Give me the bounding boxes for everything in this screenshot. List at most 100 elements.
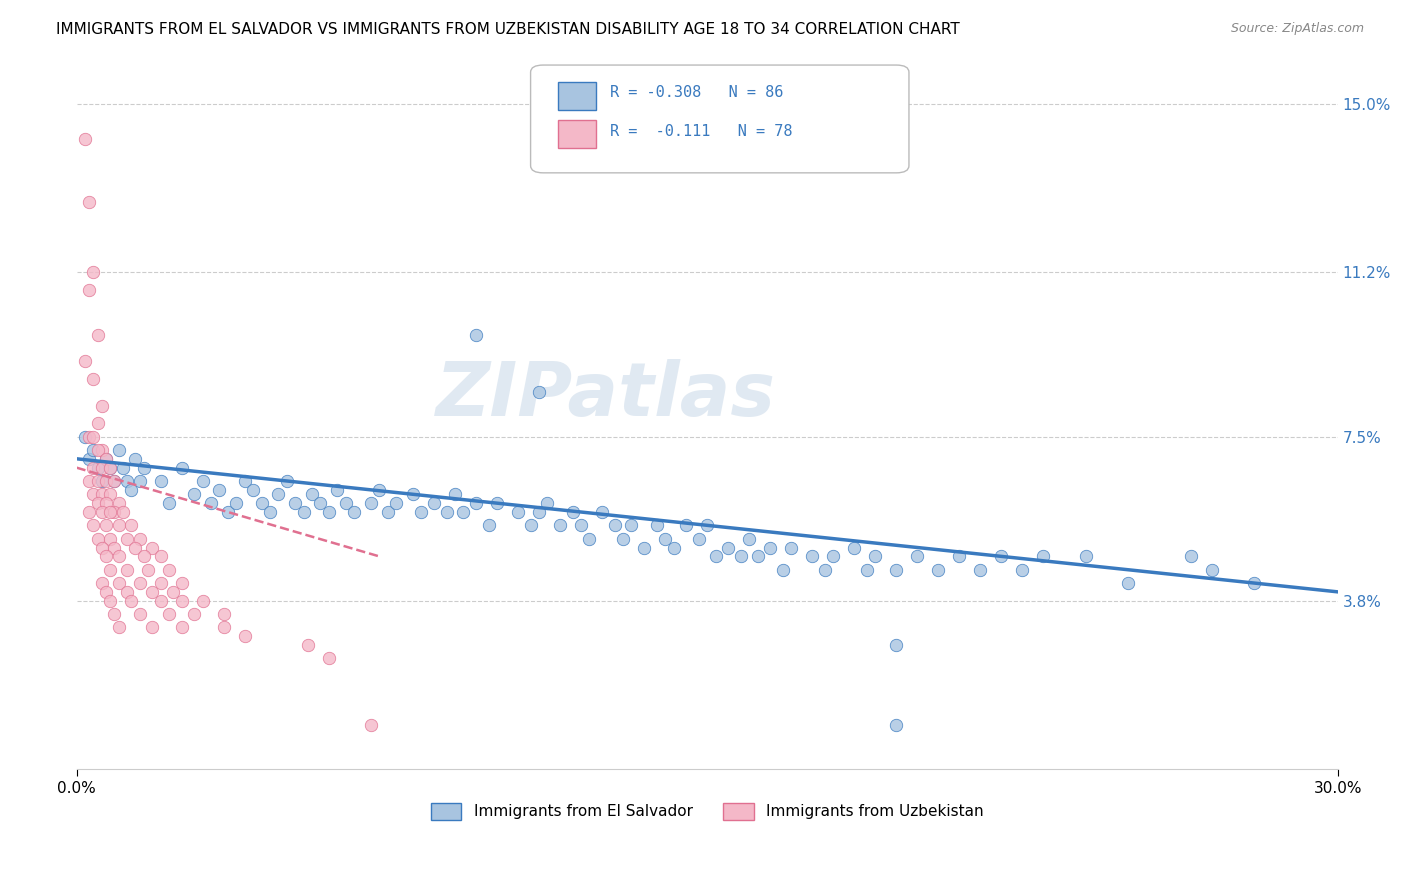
Point: [519, 518, 541, 533]
Point: [444, 487, 467, 501]
Point: [82, 265, 104, 279]
Point: [94, 451, 117, 466]
Point: [688, 532, 710, 546]
Point: [94, 451, 117, 466]
Point: [94, 549, 117, 564]
Legend: Immigrants from El Salvador, Immigrants from Uzbekistan: Immigrants from El Salvador, Immigrants …: [425, 797, 990, 826]
Text: Source: ZipAtlas.com: Source: ZipAtlas.com: [1230, 22, 1364, 36]
Point: [662, 541, 685, 555]
Point: [107, 518, 129, 533]
Point: [120, 518, 142, 533]
Point: [157, 496, 180, 510]
Point: [259, 505, 281, 519]
Point: [772, 563, 794, 577]
Point: [128, 532, 150, 546]
Point: [385, 496, 408, 510]
Point: [98, 505, 121, 519]
Point: [124, 541, 146, 555]
Point: [107, 576, 129, 591]
Point: [111, 460, 134, 475]
Point: [86, 532, 108, 546]
Point: [149, 474, 172, 488]
Point: [90, 576, 112, 591]
Point: [217, 505, 239, 519]
Point: [645, 518, 668, 533]
Point: [1201, 563, 1223, 577]
Point: [233, 629, 256, 643]
Point: [82, 372, 104, 386]
Point: [477, 518, 499, 533]
Point: [149, 549, 172, 564]
Point: [183, 607, 205, 621]
Point: [569, 518, 592, 533]
Point: [905, 549, 928, 564]
Point: [738, 532, 761, 546]
Point: [77, 474, 100, 488]
Point: [990, 549, 1012, 564]
Point: [675, 518, 697, 533]
Point: [86, 327, 108, 342]
Point: [77, 429, 100, 443]
Point: [823, 549, 845, 564]
Point: [103, 541, 125, 555]
Point: [886, 638, 908, 652]
Point: [141, 541, 163, 555]
Point: [527, 505, 550, 519]
Point: [856, 563, 879, 577]
Point: [120, 593, 142, 607]
Point: [77, 451, 100, 466]
Point: [86, 417, 108, 431]
Point: [107, 496, 129, 510]
Point: [98, 532, 121, 546]
Point: [527, 385, 550, 400]
Point: [318, 651, 340, 665]
Point: [208, 483, 231, 497]
Point: [98, 460, 121, 475]
Point: [335, 496, 357, 510]
Point: [141, 620, 163, 634]
Point: [128, 474, 150, 488]
Point: [969, 563, 991, 577]
Point: [603, 518, 626, 533]
Point: [98, 487, 121, 501]
Point: [90, 505, 112, 519]
Point: [633, 541, 655, 555]
Point: [360, 718, 382, 732]
Point: [157, 607, 180, 621]
Point: [132, 549, 155, 564]
Point: [704, 549, 727, 564]
Point: [149, 576, 172, 591]
Point: [292, 505, 315, 519]
Point: [927, 563, 949, 577]
Point: [343, 505, 366, 519]
Point: [107, 620, 129, 634]
Point: [107, 442, 129, 457]
Point: [309, 496, 332, 510]
Text: IMMIGRANTS FROM EL SALVADOR VS IMMIGRANTS FROM UZBEKISTAN DISABILITY AGE 18 TO 3: IMMIGRANTS FROM EL SALVADOR VS IMMIGRANT…: [56, 22, 960, 37]
Bar: [558, 120, 596, 148]
Point: [654, 532, 676, 546]
Point: [115, 532, 138, 546]
Point: [103, 474, 125, 488]
Point: [212, 620, 235, 634]
Point: [1011, 563, 1033, 577]
Point: [453, 505, 475, 519]
Point: [233, 474, 256, 488]
Point: [759, 541, 782, 555]
Point: [103, 474, 125, 488]
Point: [301, 487, 323, 501]
Point: [696, 518, 718, 533]
Point: [77, 194, 100, 209]
Point: [578, 532, 600, 546]
Point: [170, 620, 193, 634]
Point: [717, 541, 740, 555]
Point: [132, 460, 155, 475]
Point: [368, 483, 391, 497]
Point: [225, 496, 247, 510]
Point: [98, 563, 121, 577]
Point: [485, 496, 508, 510]
Point: [141, 585, 163, 599]
Point: [124, 451, 146, 466]
Point: [1074, 549, 1097, 564]
Text: R = -0.308   N = 86: R = -0.308 N = 86: [610, 85, 783, 100]
